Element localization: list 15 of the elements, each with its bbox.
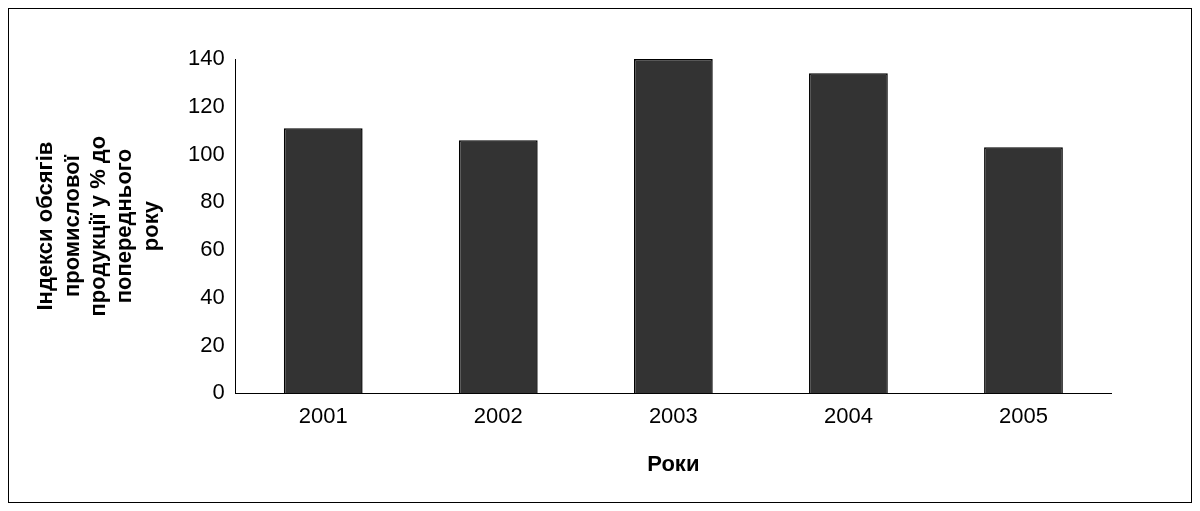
y-tick-label: 0 <box>212 379 225 405</box>
y-tick-label: 140 <box>187 45 225 71</box>
x-tick-label: 2004 <box>823 403 873 429</box>
y-tick-label: 60 <box>200 236 225 262</box>
y-tick-label: 120 <box>187 92 225 118</box>
x-tick-label: 2001 <box>298 403 348 429</box>
x-tick-label: 2003 <box>648 403 698 429</box>
y-axis-title: Індекси обсягів промислової продукції у % до попереднього року <box>32 135 163 317</box>
y-tick-label: 100 <box>187 140 225 166</box>
x-tick-label: 2005 <box>998 403 1048 429</box>
x-axis-title: Роки <box>647 450 700 476</box>
x-tick-label: 2002 <box>473 403 523 429</box>
y-tick-label: 20 <box>200 331 225 357</box>
y-tick-label: 80 <box>200 188 225 214</box>
y-tick-label: 40 <box>200 283 225 309</box>
